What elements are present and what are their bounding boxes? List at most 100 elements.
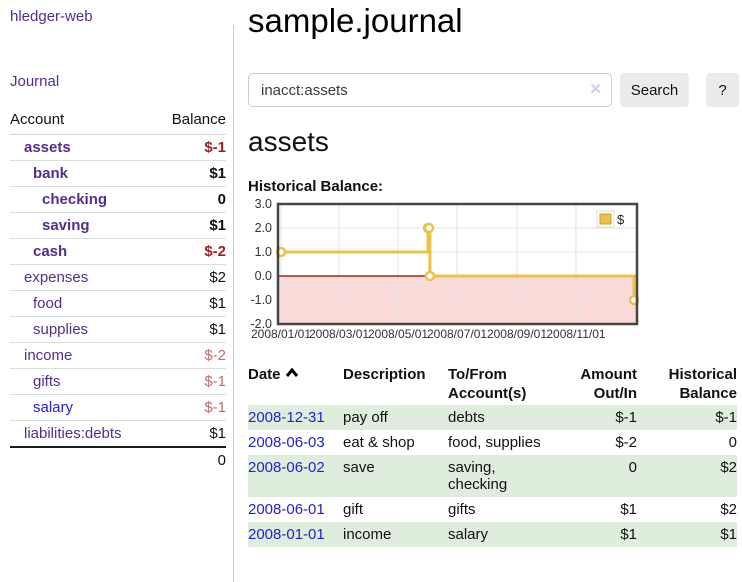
transaction-date-link[interactable]: 2008-06-02 xyxy=(248,459,325,476)
sidebar-item-journal[interactable]: Journal xyxy=(10,73,60,90)
account-row: saving $1 xyxy=(10,212,226,239)
account-row: liabilities:debts $1 xyxy=(10,420,226,448)
transaction-balance: $2 xyxy=(720,501,737,518)
register-row: 2008-06-01 gift gifts $1 $2 xyxy=(248,497,737,522)
accounts-table: Account Balance assets $-1 bank $1 check… xyxy=(10,108,226,473)
account-balance: $-2 xyxy=(204,347,226,364)
register-header-amount: Amount Out/In xyxy=(580,366,637,402)
account-link[interactable]: income xyxy=(24,347,73,364)
transaction-date-link[interactable]: 2008-06-01 xyxy=(248,501,325,518)
main-pane: sample.journal ✕ Search ? assets Histori… xyxy=(248,0,742,547)
register-header-date-label: Date xyxy=(248,366,281,383)
transaction-balance: $1 xyxy=(720,526,737,543)
account-row: expenses $2 xyxy=(10,264,226,291)
sidebar: hledger-web Journal Account Balance asse… xyxy=(10,8,226,473)
account-link[interactable]: liabilities:debts xyxy=(24,425,122,442)
search-input[interactable] xyxy=(248,73,612,107)
help-button[interactable]: ? xyxy=(706,73,739,107)
svg-text:$: $ xyxy=(617,212,625,227)
register-table: Date Description To/From Account(s) Amou… xyxy=(248,363,737,547)
transaction-accounts: saving, checking xyxy=(448,459,508,493)
account-link[interactable]: assets xyxy=(24,139,71,156)
account-balance: $1 xyxy=(209,425,226,442)
register-header-tofrom: To/From Account(s) xyxy=(448,366,527,402)
svg-text:0.0: 0.0 xyxy=(255,269,272,283)
account-link[interactable]: expenses xyxy=(24,269,89,286)
transaction-balance: $2 xyxy=(720,459,737,476)
transaction-description: pay off xyxy=(343,409,388,426)
register-row: 2008-06-02 save saving, checking 0 $2 xyxy=(248,455,737,497)
account-row: food $1 xyxy=(10,290,226,317)
account-row: gifts $-1 xyxy=(10,368,226,395)
account-balance: $2 xyxy=(209,269,226,286)
svg-text:2008/11/01: 2008/11/01 xyxy=(546,327,605,341)
register-header-balance: Historical Balance xyxy=(668,366,737,402)
transaction-amount: 0 xyxy=(628,459,637,476)
clear-search-icon[interactable]: ✕ xyxy=(589,81,602,98)
transaction-accounts: food, supplies xyxy=(448,434,541,451)
sort-ascending-icon xyxy=(285,367,298,377)
account-heading: assets xyxy=(248,126,329,157)
account-link[interactable]: gifts xyxy=(33,373,61,390)
transaction-amount: $-1 xyxy=(615,409,637,426)
account-row: cash $-2 xyxy=(10,238,226,265)
account-balance: $1 xyxy=(209,321,226,338)
search-button[interactable]: Search xyxy=(620,73,689,107)
transaction-accounts: gifts xyxy=(448,501,476,518)
account-row: assets $-1 xyxy=(10,134,226,161)
register-row: 2008-06-03 eat & shop food, supplies $-2… xyxy=(248,430,737,455)
account-balance: $-1 xyxy=(204,139,226,156)
transaction-amount: $1 xyxy=(620,501,637,518)
svg-text:2008/03/01: 2008/03/01 xyxy=(309,327,369,341)
accounts-total-row: 0 xyxy=(10,446,226,473)
account-link[interactable]: checking xyxy=(42,191,108,208)
account-row: salary $-1 xyxy=(10,394,226,421)
svg-text:-1.0: -1.0 xyxy=(250,293,272,307)
app-title-link[interactable]: hledger-web xyxy=(10,8,93,25)
accounts-header-balance: Balance xyxy=(155,108,226,135)
account-link[interactable]: supplies xyxy=(33,321,89,338)
accounts-table-body: assets $-1 bank $1 checking 0 saving $1 … xyxy=(10,134,226,448)
account-row: checking 0 xyxy=(10,186,226,213)
transaction-date-link[interactable]: 2008-01-01 xyxy=(248,526,325,543)
page-title: sample.journal xyxy=(248,2,463,39)
svg-text:3.0: 3.0 xyxy=(255,197,272,211)
register-header-date[interactable]: Date xyxy=(248,363,343,405)
account-balance: 0 xyxy=(217,191,226,208)
transaction-description: income xyxy=(343,526,392,543)
register-row: 2008-01-01 income salary $1 $1 xyxy=(248,522,737,547)
svg-text:2008/01/01: 2008/01/01 xyxy=(251,327,311,341)
account-link[interactable]: food xyxy=(33,295,63,312)
svg-text:1.0: 1.0 xyxy=(255,245,272,259)
svg-text:2008/05/01: 2008/05/01 xyxy=(368,327,428,341)
accounts-total-spacer xyxy=(10,446,156,473)
transaction-date-link[interactable]: 2008-06-03 xyxy=(248,434,325,451)
transaction-description: eat & shop xyxy=(343,434,415,451)
account-link[interactable]: saving xyxy=(42,217,90,234)
account-balance: $1 xyxy=(209,217,226,234)
svg-text:-2.0: -2.0 xyxy=(250,317,272,331)
account-link[interactable]: bank xyxy=(33,165,69,182)
account-link[interactable]: salary xyxy=(33,399,74,416)
account-row: bank $1 xyxy=(10,160,226,187)
transaction-date-link[interactable]: 2008-12-31 xyxy=(248,409,325,426)
account-balance: $-2 xyxy=(204,243,226,260)
transaction-description: gift xyxy=(343,501,364,518)
search-bar: ✕ Search ? xyxy=(248,73,742,107)
sidebar-divider xyxy=(233,25,234,582)
register-table-body: 2008-12-31 pay off debts $-1 $-1 2008-06… xyxy=(248,405,737,547)
accounts-total-value: 0 xyxy=(155,446,226,473)
chart-title: Historical Balance: xyxy=(248,178,384,195)
accounts-header-account: Account xyxy=(10,108,156,135)
register-header-description: Description xyxy=(343,366,426,383)
account-row: income $-2 xyxy=(10,342,226,369)
transaction-amount: $1 xyxy=(620,526,637,543)
historical-balance-chart: 3.0 2.0 1.0 0.0 -1.0 -2.02008/01/012008/03/01… xyxy=(250,197,640,341)
register-row: 2008-12-31 pay off debts $-1 $-1 xyxy=(248,405,737,430)
account-row: supplies $1 xyxy=(10,316,226,343)
account-link[interactable]: cash xyxy=(33,243,68,260)
transaction-description: save xyxy=(343,459,375,476)
account-balance: $-1 xyxy=(204,373,226,390)
search-input-wrap: ✕ xyxy=(248,73,612,107)
transaction-balance: 0 xyxy=(728,434,737,451)
